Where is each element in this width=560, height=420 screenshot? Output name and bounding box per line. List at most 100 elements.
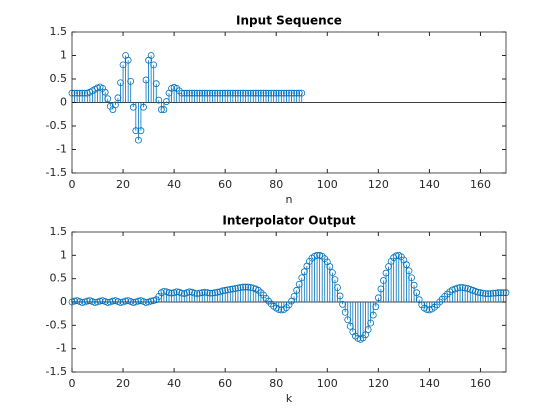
stem <box>374 294 382 302</box>
stem <box>239 283 247 302</box>
stem-marker <box>71 89 78 97</box>
stem-marker <box>497 289 505 297</box>
stem <box>229 285 237 302</box>
stem <box>290 292 298 302</box>
stem-marker <box>193 290 201 298</box>
stem-marker <box>173 85 181 92</box>
stem <box>114 94 122 103</box>
stem-marker <box>377 285 385 293</box>
stem-marker <box>252 89 260 97</box>
stem <box>392 252 400 302</box>
stem <box>124 56 132 103</box>
stem <box>132 102 140 135</box>
stem <box>380 277 387 302</box>
stem-marker <box>211 289 219 297</box>
stem-marker <box>129 299 137 306</box>
stem <box>372 302 380 311</box>
axes: 0 20 40 60 80 100 120 140 160 -1.5 -1 -0.5 0 0.5 1 1.5 I… <box>46 14 507 206</box>
stem-marker <box>403 261 410 269</box>
stem-marker <box>78 89 86 97</box>
stem <box>150 61 158 103</box>
stem-marker <box>160 106 168 113</box>
stem-marker <box>413 289 421 297</box>
stem <box>221 286 229 302</box>
stem-marker <box>405 267 413 275</box>
stem-marker <box>239 89 247 97</box>
stem <box>163 98 170 105</box>
stem-marker <box>474 288 482 296</box>
stem-marker <box>152 80 160 88</box>
stem-marker <box>482 290 489 298</box>
stem-marker <box>196 89 204 97</box>
y-tick-label: -1 <box>56 342 67 355</box>
stem-marker <box>165 289 173 297</box>
stem-marker <box>295 89 303 97</box>
x-tick-label: 60 <box>218 377 232 390</box>
stem-marker <box>122 297 130 305</box>
x-tick-label: 40 <box>167 178 181 191</box>
stem-marker <box>191 89 198 97</box>
x-tick-label: 20 <box>116 377 130 390</box>
stem <box>231 285 239 302</box>
stem-marker <box>127 77 135 85</box>
stem-marker <box>479 289 487 297</box>
stem-marker <box>216 89 224 97</box>
stem <box>341 302 349 316</box>
stem-marker <box>298 89 306 97</box>
stem-marker <box>242 283 250 291</box>
stem-marker <box>191 289 198 297</box>
stem-marker <box>267 89 275 97</box>
stem <box>119 61 127 103</box>
stem-marker <box>203 89 211 97</box>
stem-marker <box>380 277 387 284</box>
x-tick-label: 140 <box>419 178 440 191</box>
stem-marker <box>186 89 193 97</box>
stem-marker <box>132 127 140 135</box>
stem-marker <box>237 284 244 291</box>
stem-marker <box>168 289 175 297</box>
stem-marker <box>219 287 227 295</box>
stem-marker <box>104 299 112 306</box>
x-tick-label: 60 <box>218 178 232 191</box>
stem-marker <box>104 95 112 103</box>
stem-marker <box>336 292 344 300</box>
stem-marker <box>142 299 150 306</box>
stem-marker <box>249 89 257 97</box>
stem <box>155 96 163 104</box>
stem-marker <box>487 290 495 298</box>
stem-marker <box>295 280 303 288</box>
stem-marker <box>178 89 186 97</box>
stem-marker <box>117 299 124 306</box>
stem <box>219 287 227 302</box>
stem-marker <box>423 306 431 313</box>
x-tick-label: 80 <box>269 178 283 191</box>
stem-marker <box>382 269 390 277</box>
stem-marker <box>313 251 321 259</box>
stem-marker <box>209 89 216 97</box>
x-tick-label: 120 <box>368 377 389 390</box>
stem-marker <box>275 89 283 97</box>
stem-marker <box>244 283 252 291</box>
stem <box>137 102 145 135</box>
stem-marker <box>372 303 380 311</box>
stem <box>346 302 354 330</box>
stem-marker <box>492 289 500 297</box>
stem-marker <box>206 289 214 297</box>
x-axis-label: k <box>286 392 293 405</box>
stem-marker <box>119 61 127 69</box>
stem-marker <box>293 286 301 294</box>
x-tick-label: 100 <box>317 178 338 191</box>
stem-marker <box>293 89 301 97</box>
stem-marker <box>203 289 211 297</box>
stem-marker <box>109 297 117 305</box>
y-tick-label: -1.5 <box>46 365 67 378</box>
stem <box>104 95 112 103</box>
stem-marker <box>239 283 247 291</box>
stem-marker <box>334 284 341 291</box>
stem-marker <box>219 89 227 97</box>
x-tick-label: 140 <box>419 377 440 390</box>
stem-marker <box>73 89 81 97</box>
y-tick-label: 0.5 <box>50 72 68 85</box>
